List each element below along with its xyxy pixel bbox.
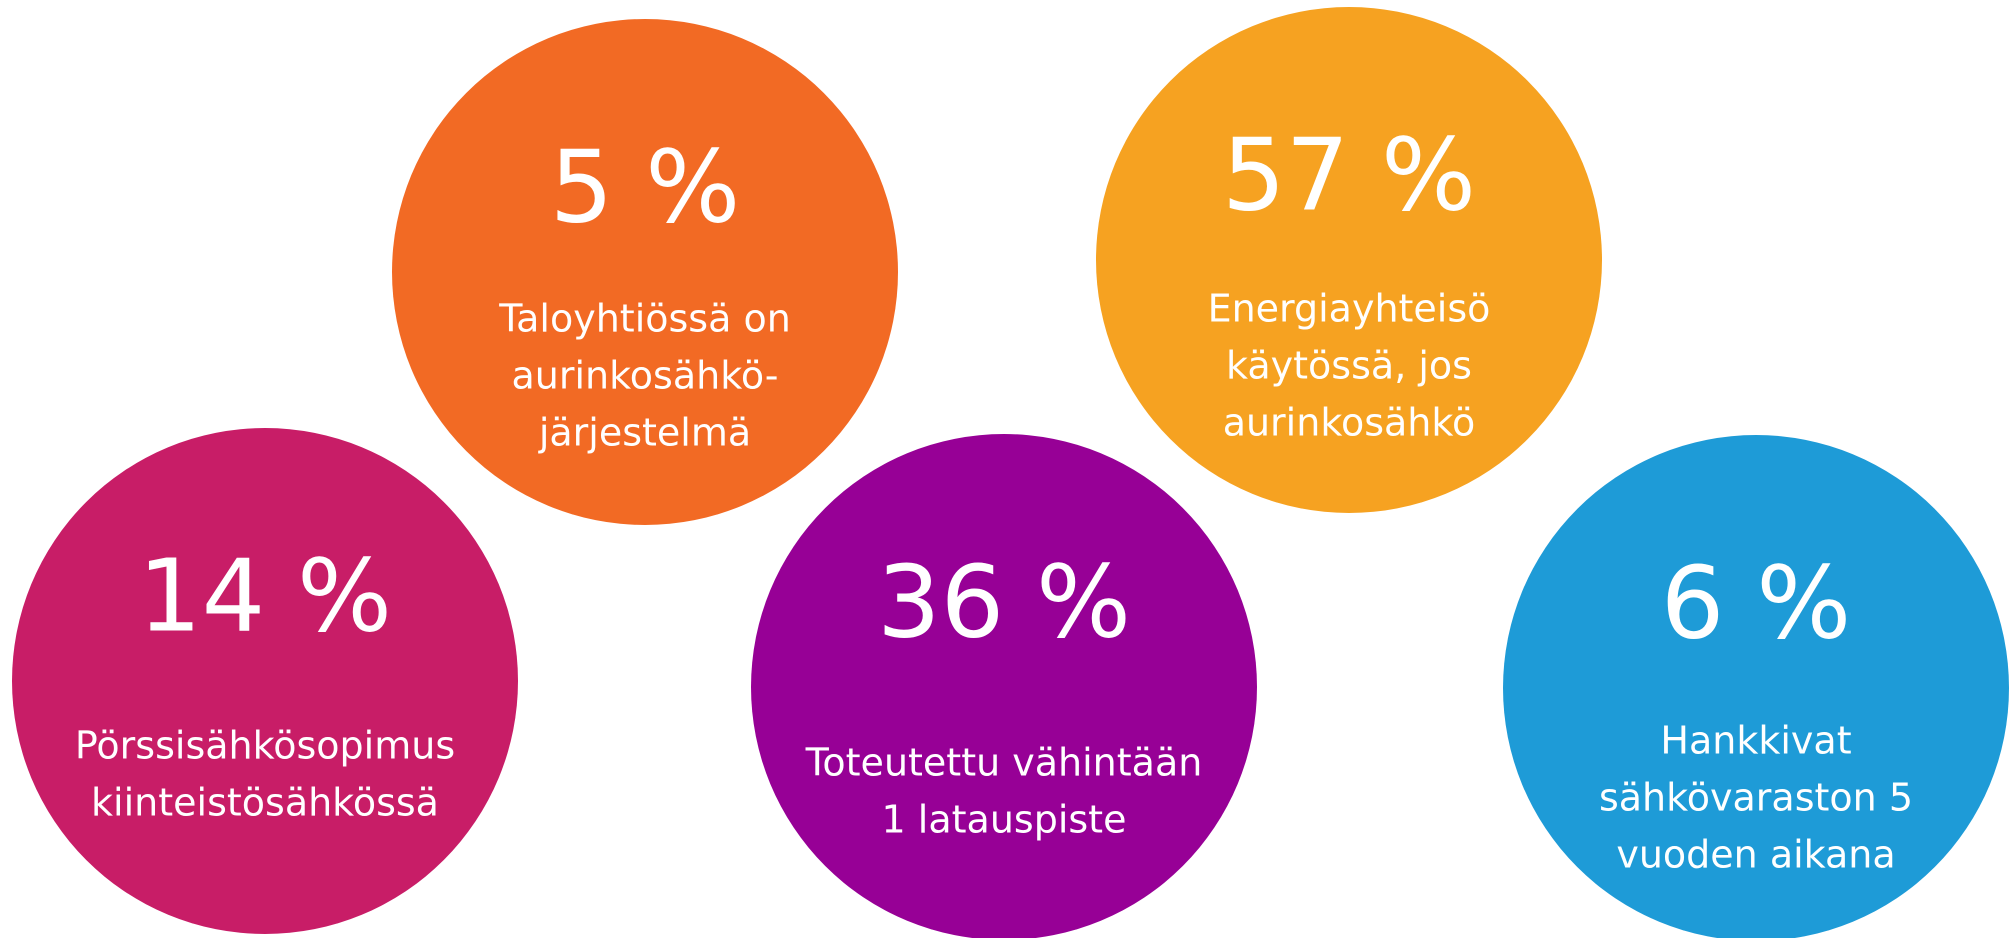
stat-label: aurinkosähkö: [1223, 401, 1476, 445]
stat-label: Energiayhteisö: [1208, 287, 1491, 331]
stat-circle: [1096, 7, 1602, 513]
stat-label: Toteutettu vähintään: [805, 741, 1203, 785]
stat-circle: [751, 434, 1257, 938]
stat-value: 36 %: [877, 543, 1131, 660]
stat-value: 6 %: [1661, 544, 1851, 661]
stat-circle: [1503, 435, 2009, 938]
stat-label: kiinteistösähkössä: [91, 781, 439, 825]
stat-value: 14 %: [138, 537, 392, 654]
stat-label: Hankkivat: [1660, 719, 1851, 763]
stat-value: 57 %: [1222, 116, 1476, 233]
stat-label: Taloyhtiössä on: [498, 297, 791, 341]
stat-label: 1 latauspiste: [882, 798, 1127, 842]
stat-circle: [12, 428, 518, 934]
stat-label: sähkövaraston 5: [1599, 776, 1913, 820]
stat-label: järjestelmä: [538, 411, 751, 455]
stat-circle: [392, 19, 898, 525]
stat-label: vuoden aikana: [1616, 833, 1895, 877]
stat-value: 5 %: [550, 128, 740, 245]
stat-label: Pörssisähkösopimus: [75, 724, 455, 768]
stat-label: käytössä, jos: [1226, 344, 1472, 388]
stat-label: aurinkosähkö-: [511, 354, 778, 398]
